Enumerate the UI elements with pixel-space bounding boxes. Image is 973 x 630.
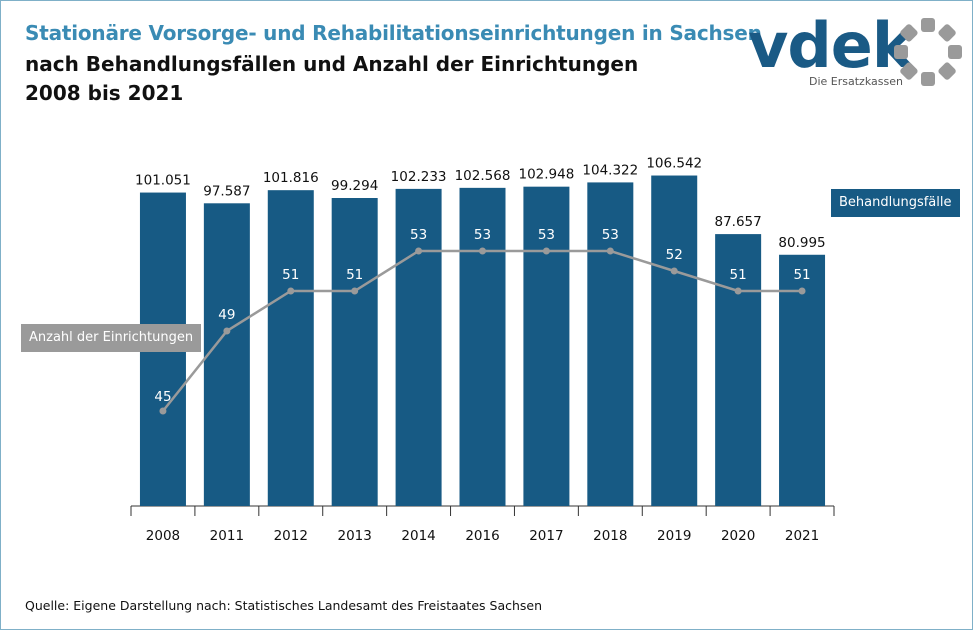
bar-value-label: 106.542 [646,156,702,172]
bar-behandlungsfaelle [523,186,570,506]
line-value-label: 53 [474,227,491,243]
vdek-ring-segment [921,72,935,86]
line-value-label: 49 [218,307,235,323]
bar-value-label: 99.294 [331,178,378,194]
vdek-logo: vdek [748,9,913,82]
bar-behandlungsfaelle [331,198,378,507]
vdek-ring-segment [900,62,918,80]
bar-behandlungsfaelle [395,188,442,507]
line-point [351,287,359,295]
bar-value-label: 80.995 [778,235,825,251]
x-tick-label: 2018 [593,528,627,544]
legend-anzahl-einrichtungen: Anzahl der Einrichtungen [21,324,202,352]
line-value-label: 51 [793,267,810,283]
line-point [542,247,550,255]
line-value-label: 45 [154,389,171,405]
source-note: Quelle: Eigene Darstellung nach: Statist… [25,598,543,613]
line-value-label: 53 [538,227,555,243]
vdek-ring-segment [921,18,935,32]
bar-behandlungsfaelle [587,182,634,506]
line-point [159,407,167,415]
line-value-label: 52 [666,247,683,263]
bar-behandlungsfaelle [203,203,250,507]
line-value-label: 53 [410,227,427,243]
bar-value-label: 102.568 [455,168,511,184]
bar-value-label: 87.657 [715,214,762,230]
x-tick-label: 2020 [721,528,755,544]
line-value-label: 51 [346,267,363,283]
line-point [223,327,231,335]
vdek-ring-segment [938,24,956,42]
x-tick-label: 2019 [657,528,691,544]
chart-title: Stationäre Vorsorge- und Rehabilitations… [25,21,762,45]
vdek-ring-icon [894,18,962,86]
vdek-ring-segment [894,45,908,59]
line-value-label: 51 [730,267,747,283]
bar-behandlungsfaelle [779,254,826,506]
bar-value-label: 101.051 [135,173,191,189]
bar-behandlungsfaelle [715,234,762,507]
line-point [606,247,614,255]
x-tick-label: 2011 [210,528,244,544]
line-value-label: 51 [282,267,299,283]
line-point [287,287,295,295]
x-tick-label: 2014 [401,528,435,544]
line-point [670,267,678,275]
vdek-tagline: Die Ersatzkassen [809,75,903,88]
x-tick-label: 2012 [274,528,308,544]
chart-period: 2008 bis 2021 [25,81,184,105]
line-point [479,247,486,255]
chart-subtitle: nach Behandlungsfällen und Anzahl der Ei… [25,52,639,76]
bar-behandlungsfaelle [459,187,506,507]
vdek-ring-segment [948,45,962,59]
bar-behandlungsfaelle [267,190,314,506]
x-tick-label: 2017 [529,528,563,544]
line-value-label: 53 [602,227,619,243]
bar-value-label: 102.948 [518,167,574,183]
bar-value-label: 104.322 [582,162,638,178]
legend-behandlungsfaelle: Behandlungsfälle [831,189,960,217]
bar-value-label: 97.587 [203,183,250,199]
vdek-ring-segment [900,24,918,42]
x-tick-label: 2008 [146,528,180,544]
bar-value-label: 101.816 [263,170,319,186]
bar-behandlungsfaelle [651,175,698,506]
line-point [798,287,806,295]
bar-value-label: 102.233 [391,169,447,185]
x-tick-label: 2016 [465,528,499,544]
line-point [415,247,423,255]
vdek-ring-segment [938,62,956,80]
x-tick-label: 2013 [338,528,372,544]
x-tick-label: 2021 [785,528,819,544]
line-point [734,287,742,295]
